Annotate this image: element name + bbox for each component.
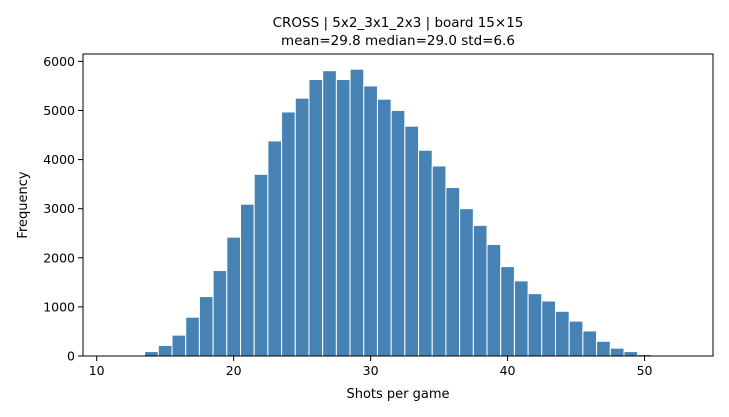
histogram-bar xyxy=(212,270,228,357)
histogram-bar xyxy=(349,68,365,357)
histogram-bar xyxy=(472,224,488,357)
histogram-bar xyxy=(555,310,570,357)
histogram-bar xyxy=(527,293,543,357)
histogram-bar xyxy=(240,203,255,357)
y-tick-label: 1000 xyxy=(43,299,75,314)
plot-frame xyxy=(82,53,714,357)
x-tick-label: 40 xyxy=(500,363,516,378)
histogram-bar xyxy=(253,173,269,357)
histogram-bar xyxy=(568,320,584,357)
y-axis-ticks: 0 1000 2000 3000 4000 5000 6000 xyxy=(43,54,83,364)
y-tick-label: 3000 xyxy=(43,201,75,216)
y-axis-label: Frequency xyxy=(16,171,31,238)
histogram-bar xyxy=(582,330,598,357)
histogram-bar xyxy=(459,208,474,357)
y-tick-label: 0 xyxy=(67,349,75,364)
histogram-bar xyxy=(363,85,378,357)
x-tick-label: 30 xyxy=(363,363,379,378)
x-axis-label: Shots per game xyxy=(346,387,449,402)
histogram-bar xyxy=(144,351,159,357)
histogram-bar xyxy=(418,149,433,357)
histogram-bar xyxy=(322,70,337,357)
histogram-bar xyxy=(226,236,242,357)
histogram-bar xyxy=(376,98,392,357)
histogram-bar xyxy=(308,79,324,357)
bars-group xyxy=(130,68,666,357)
y-tick-label: 2000 xyxy=(43,250,75,265)
histogram-bar xyxy=(609,347,625,357)
chart-subtitle: mean=29.8 median=29.0 std=6.6 xyxy=(281,33,515,49)
y-tick-label: 6000 xyxy=(43,54,75,69)
histogram-bar xyxy=(157,344,173,357)
histogram-bar xyxy=(198,296,214,357)
y-tick-label: 5000 xyxy=(43,103,75,118)
x-tick-label: 50 xyxy=(637,363,653,378)
histogram-bar xyxy=(431,165,447,357)
histogram-bar xyxy=(281,111,296,357)
histogram-bar xyxy=(623,351,639,357)
histogram-bar xyxy=(513,280,529,357)
histogram-bar xyxy=(541,300,556,357)
histogram-bar xyxy=(185,316,200,357)
histogram-bar xyxy=(294,97,310,357)
histogram-bar xyxy=(390,109,406,357)
y-tick-label: 4000 xyxy=(43,152,75,167)
histogram-bar xyxy=(486,244,502,357)
histogram-bar xyxy=(171,334,187,357)
x-axis-ticks: 10 20 30 40 50 xyxy=(89,356,653,378)
x-tick-label: 20 xyxy=(226,363,242,378)
histogram-bar xyxy=(500,266,515,357)
histogram-bar xyxy=(267,140,283,357)
x-tick-label: 10 xyxy=(89,363,105,378)
histogram-bar xyxy=(445,187,461,357)
histogram-bar xyxy=(335,79,351,357)
histogram-bar xyxy=(596,340,611,357)
histogram-bar xyxy=(404,125,420,357)
chart-title: CROSS | 5x2_3x1_2x3 | board 15×15 xyxy=(273,15,524,31)
